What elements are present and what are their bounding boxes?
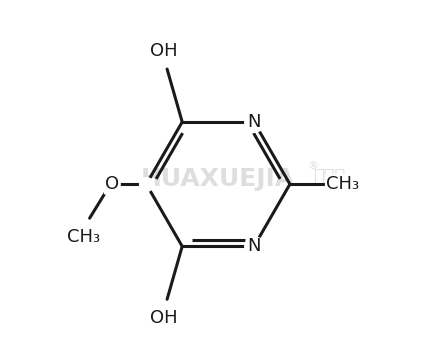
Text: O: O bbox=[105, 175, 119, 193]
Text: 化学加: 化学加 bbox=[313, 168, 345, 186]
Text: N: N bbox=[247, 113, 261, 131]
Text: CH₃: CH₃ bbox=[326, 175, 359, 193]
Text: N: N bbox=[247, 237, 261, 255]
Text: HUAXUEJIA: HUAXUEJIA bbox=[141, 166, 295, 191]
Text: CH₃: CH₃ bbox=[67, 228, 100, 246]
Text: OH: OH bbox=[150, 42, 177, 60]
Text: ®: ® bbox=[308, 161, 319, 171]
Text: OH: OH bbox=[150, 309, 177, 327]
